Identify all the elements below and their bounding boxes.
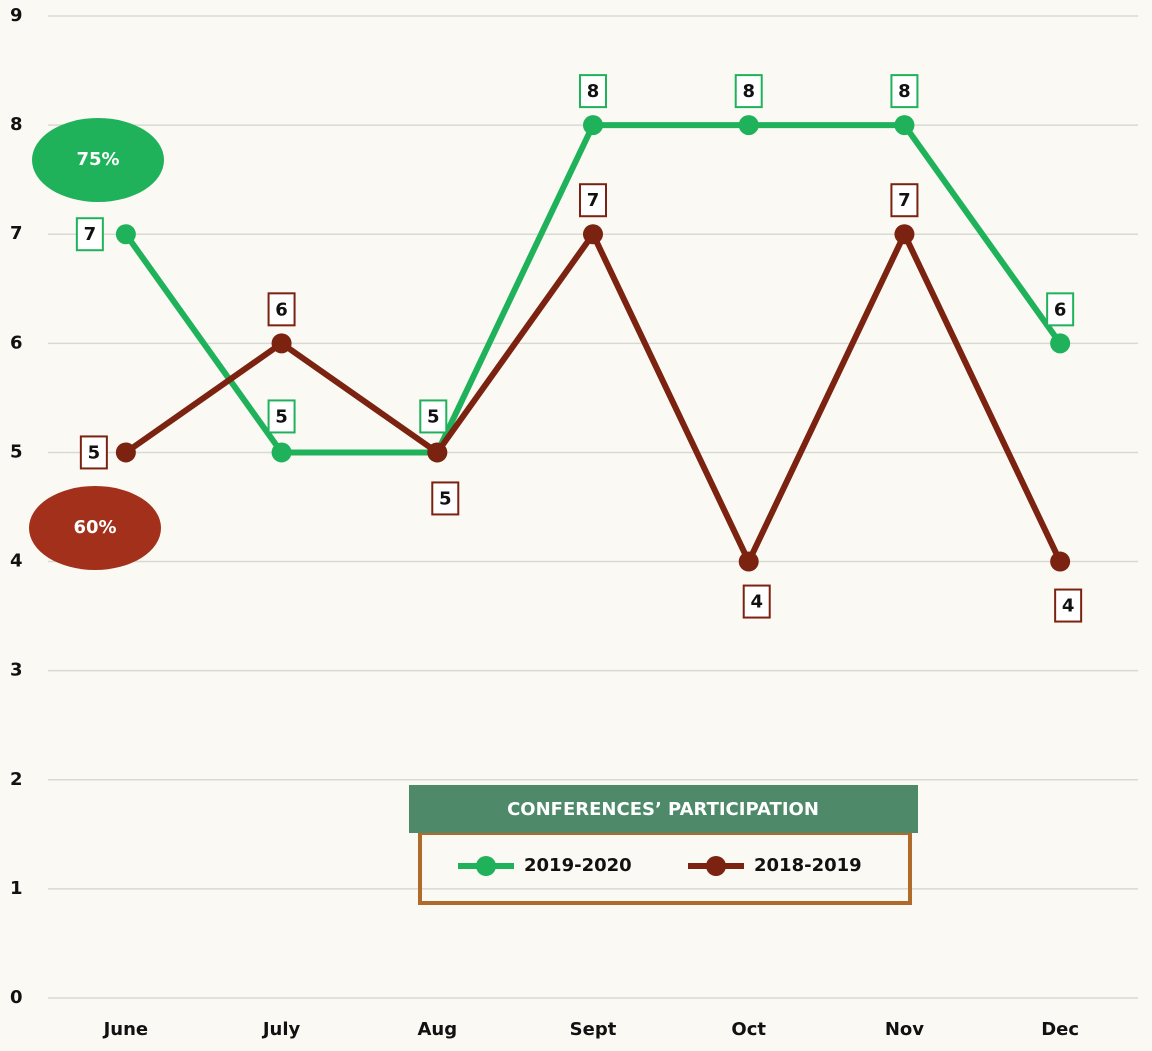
data-label-box <box>1046 292 1075 327</box>
annotation: 60% <box>73 517 116 538</box>
x-tick-label: June <box>102 1019 149 1040</box>
data-label: 6 <box>1054 299 1067 320</box>
annotation-bubble <box>32 118 164 202</box>
data-label-box <box>1054 588 1083 623</box>
title-bar <box>409 785 918 833</box>
data-label: 5 <box>88 442 101 463</box>
y-tick-label: 8 <box>10 114 23 135</box>
y-tick-label: 5 <box>10 441 23 462</box>
point <box>894 115 915 136</box>
y-tick-label: 6 <box>10 332 23 353</box>
data-label: 7 <box>898 190 911 211</box>
x-tick-label: Oct <box>731 1019 766 1040</box>
data-label-box <box>267 399 296 434</box>
annotation-bubble <box>29 486 161 570</box>
x-tick-label: Nov <box>885 1019 924 1040</box>
y-tick-label: 9 <box>10 5 23 26</box>
x-tick-label: Dec <box>1041 1019 1079 1040</box>
point <box>583 115 603 136</box>
legend-dot <box>476 856 496 876</box>
point <box>115 224 136 245</box>
data-label-box <box>267 292 296 327</box>
data-label: 5 <box>439 488 452 509</box>
data-label-box <box>431 481 460 516</box>
legend-label: 2019-2020 <box>524 855 632 876</box>
data-label-box <box>75 217 104 252</box>
legend-label: 2018-2019 <box>754 855 862 876</box>
x-tick-label: Sept <box>570 1019 617 1040</box>
data-label-box <box>890 183 919 218</box>
annotation: 75% <box>76 149 119 170</box>
chart-title: CONFERENCES’ PARTICIPATION <box>507 799 819 820</box>
y-tick-label: 7 <box>10 223 23 244</box>
point <box>115 442 136 463</box>
y-tick-label: 4 <box>10 551 23 572</box>
data-label: 5 <box>275 406 288 427</box>
data-label: 8 <box>898 81 911 102</box>
point <box>894 224 915 245</box>
data-label: 4 <box>750 592 763 613</box>
legend-dot <box>706 856 726 876</box>
x-tick-label: Aug <box>417 1019 457 1040</box>
data-label: 8 <box>587 81 600 102</box>
data-label-box <box>742 584 771 619</box>
point <box>1050 333 1071 354</box>
data-label: 7 <box>587 190 600 211</box>
data-label: 7 <box>84 224 97 245</box>
data-label-box <box>579 74 607 109</box>
point <box>738 115 759 136</box>
data-label-box <box>890 74 919 109</box>
y-tick-label: 1 <box>10 878 23 899</box>
point <box>1050 551 1071 572</box>
point <box>271 442 292 463</box>
data-label: 6 <box>275 299 288 320</box>
point <box>427 442 448 463</box>
data-label-box <box>734 74 763 109</box>
x-tick-label: July <box>261 1019 301 1040</box>
y-tick-label: 2 <box>10 769 23 790</box>
y-tick-label: 3 <box>10 660 23 681</box>
data-label-box <box>79 435 108 470</box>
point <box>271 333 292 354</box>
data-label: 5 <box>427 406 440 427</box>
y-tick-label: 0 <box>10 987 23 1008</box>
data-label-box <box>579 183 607 218</box>
data-label-box <box>419 399 448 434</box>
data-label: 4 <box>1062 596 1075 617</box>
point <box>738 551 759 572</box>
data-label: 8 <box>742 81 755 102</box>
point <box>583 224 603 245</box>
